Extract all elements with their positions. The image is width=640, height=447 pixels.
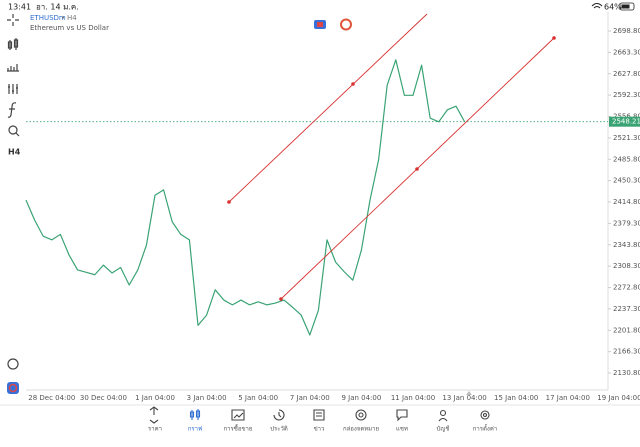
x-tick-label: 11 Jan 04:00	[391, 394, 435, 402]
anchor[interactable]	[227, 200, 231, 204]
bullet: •	[61, 14, 65, 22]
y-tick-label: 2450.30	[613, 177, 640, 185]
x-tick-label: 17 Jan 04:00	[546, 394, 590, 402]
battery-level	[621, 4, 630, 9]
x-tick-label: 3 Jan 04:00	[187, 394, 227, 402]
nav-label[interactable]: ราคา	[148, 426, 162, 433]
x-tick-label: 28 Dec 04:00	[28, 394, 75, 402]
nav-label[interactable]: แชท	[396, 426, 408, 433]
anchor[interactable]	[415, 167, 419, 171]
y-tick-label: 2343.80	[613, 241, 640, 249]
y-tick-label: 2166.30	[613, 348, 640, 356]
y-tick-label: 2272.80	[613, 284, 640, 292]
x-tick-label: 7 Jan 04:00	[290, 394, 330, 402]
nav-label[interactable]: การตั้งค่า	[473, 423, 497, 433]
left-toolbar	[7, 14, 20, 370]
x-tick-label: 13 Jan 04:00	[442, 394, 486, 402]
nav-icon[interactable]	[355, 409, 367, 421]
anchor[interactable]	[351, 82, 355, 86]
y-tick-label: 2130.80	[613, 369, 640, 377]
y-tick-label: 2308.30	[613, 262, 640, 270]
chart: 2698.80 2663.30 2627.80 2592.30 2556.80 2521.…	[25, 27, 640, 402]
y-tick-label: 2237.30	[613, 305, 640, 313]
crosshair-tool[interactable]	[7, 14, 19, 26]
y-tick-label: 2627.80	[613, 70, 640, 78]
function-tool[interactable]	[7, 102, 17, 118]
channel-upper[interactable]	[228, 13, 428, 203]
status-battery: 64%	[604, 3, 622, 12]
signal-icon[interactable]	[340, 18, 352, 31]
x-tick-label: 1 Jan 04:00	[135, 394, 175, 402]
channel-points	[227, 36, 556, 301]
nav-label[interactable]: กราฟ	[188, 426, 202, 433]
nav-label[interactable]: กล่องจดหมาย	[343, 426, 379, 433]
nav-icon[interactable]	[396, 409, 408, 422]
price-line	[25, 59, 466, 336]
y-tick-label: 2379.30	[613, 219, 640, 227]
current-price-tag	[609, 116, 640, 127]
app-icon-ring	[8, 383, 18, 393]
timeframe: H4	[67, 14, 77, 22]
nav-label[interactable]: บัญชี	[437, 425, 450, 433]
analysis-tool[interactable]	[7, 358, 19, 370]
status-time: 13:41	[8, 3, 31, 12]
channel	[228, 13, 555, 300]
flag-icon-inner	[317, 22, 323, 27]
y-tick-label: 2698.80	[613, 27, 640, 35]
anchor[interactable]	[279, 297, 283, 301]
description: Ethereum vs US Dollar	[30, 24, 109, 32]
nav-icon[interactable]	[149, 406, 159, 424]
nav-icon[interactable]	[438, 409, 448, 422]
nav-label[interactable]: การซื้อขาย	[224, 423, 253, 433]
nav-label[interactable]: ประวัติ	[270, 426, 288, 433]
indicators-tool[interactable]	[7, 64, 19, 72]
anchor[interactable]	[552, 36, 556, 40]
nav-label[interactable]: ข่าว	[314, 426, 325, 433]
status-date: อา. 14 ม.ค.	[36, 3, 79, 12]
y-tick-label: 2663.30	[613, 48, 640, 56]
y-tick-label: 2201.80	[613, 326, 640, 334]
current-price-label: 2548.21	[612, 118, 640, 126]
shift-marker[interactable]	[466, 391, 472, 395]
y-tick-label: 2556.80	[613, 113, 640, 121]
y-tick-label: 2521.30	[613, 134, 640, 142]
nav-icon[interactable]	[273, 409, 285, 421]
x-tick-label: 15 Jan 04:00	[494, 394, 538, 402]
y-tick-label: 2414.80	[613, 198, 640, 206]
objects-tool-handle	[15, 132, 20, 137]
settings-tool[interactable]	[8, 84, 18, 94]
x-tick-label: 19 Jan 04:00	[597, 394, 640, 402]
battery-icon	[619, 2, 635, 11]
bottom-nav: ราคา กราฟ การซื้อขาย ประวัติ ข่าว กล่องจดหมาย…	[148, 406, 497, 433]
nav-icon[interactable]	[189, 409, 201, 420]
nav-icon[interactable]	[231, 409, 245, 421]
objects-tool[interactable]	[8, 125, 18, 135]
x-tick-label: 30 Dec 04:00	[80, 394, 127, 402]
y-tick-label: 2485.80	[613, 155, 640, 163]
wifi-icon	[591, 3, 603, 9]
timeframe-button[interactable]: H4	[8, 148, 21, 157]
symbol: ETHUSDm	[30, 14, 66, 22]
x-tick-label: 5 Jan 04:00	[238, 394, 278, 402]
nav-icon[interactable]	[480, 410, 490, 420]
x-tick-label: 9 Jan 04:00	[341, 394, 381, 402]
chart-type-tool[interactable]	[7, 38, 19, 50]
nav-icon[interactable]	[313, 409, 325, 421]
y-tick-label: 2592.30	[613, 91, 640, 99]
